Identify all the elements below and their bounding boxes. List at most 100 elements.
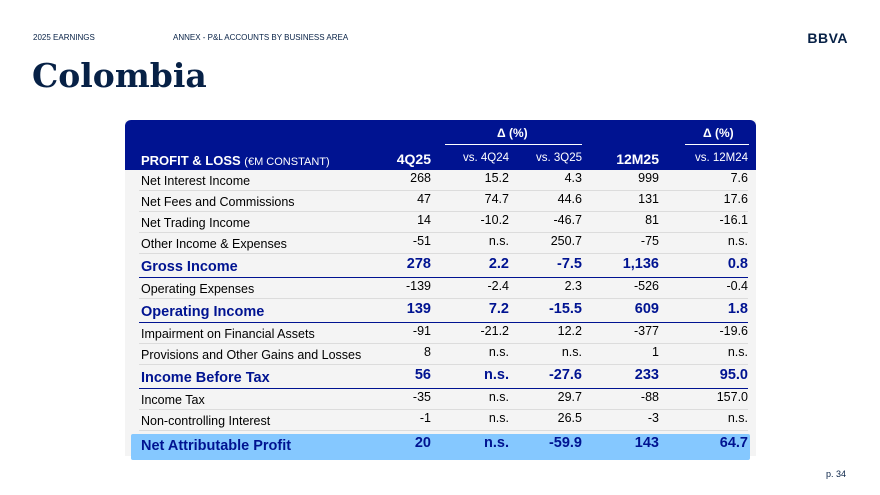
row-label: Gross Income [141,259,238,275]
pl-table: Δ (%) Δ (%) PROFIT & LOSS (€M CONSTANT) … [125,120,756,460]
row-divider [139,298,748,299]
row-value: 17.6 [723,192,748,206]
row-value: -1 [419,411,431,425]
row-divider [139,364,748,365]
row-value: 1 [652,345,659,359]
col-header-vs-4q24: vs. 4Q24 [462,152,509,164]
table-row: Operating Income 139 7.2 -15.5 609 1.8 [125,299,756,323]
row-value: -88 [640,390,659,404]
col-header-vs-3q25: vs. 3Q25 [535,152,582,164]
table-row: Net Trading Income 14 -10.2 -46.7 81 -16.1 [125,212,756,233]
row-divider [139,211,748,212]
row-divider [139,276,748,278]
row-value: n.s. [488,234,509,248]
row-value: 139 [406,301,431,317]
row-value: -139 [405,279,431,293]
row-value: -51 [412,234,431,248]
row-label: Net Trading Income [141,216,251,230]
row-value: 7.2 [488,301,509,317]
row-value: n.s. [727,234,748,248]
delta-label-quarter: Δ (%) [497,126,528,140]
row-value: -21.2 [480,324,510,338]
row-divider [139,321,748,323]
table-row: Operating Expenses -139 -2.4 2.3 -526 -0.4 [125,278,756,299]
row-label: Operating Expenses [141,282,255,296]
row-value: 64.7 [719,435,748,451]
table-row: Non-controlling Interest -1 n.s. 26.5 -3 n.s. [125,410,756,431]
row-value: 609 [634,301,659,317]
table-row: Net Attributable Profit 20 n.s. -59.9 143 64.… [131,434,750,460]
top-bar: 2025 EARNINGS ANNEX - P&L ACCOUNTS BY BU… [33,33,348,42]
row-label: Other Income & Expenses [141,237,287,251]
row-label: Net Fees and Commissions [141,195,295,209]
page-title: Colombia [32,56,207,95]
row-value: 29.7 [557,390,582,404]
table-row: Income Before Tax 56 n.s. -27.6 233 95.0 [125,365,756,389]
row-value: -27.6 [548,367,582,383]
row-value: n.s. [488,345,509,359]
row-value: -3 [647,411,659,425]
row-value: -7.5 [557,256,582,272]
row-value: 4.3 [564,171,582,185]
report-label: 2025 EARNINGS [33,33,95,42]
row-value: -15.5 [548,301,582,317]
row-value: -16.1 [719,213,749,227]
row-value: 131 [638,192,659,206]
row-value: -10.2 [480,213,510,227]
table-row: Gross Income 278 2.2 -7.5 1,136 0.8 [125,254,756,278]
row-value: 44.6 [557,192,582,206]
row-value: 56 [414,367,431,383]
row-value: -46.7 [553,213,583,227]
page-number: p. 34 [825,469,846,479]
row-value: 1,136 [622,256,659,272]
row-value: 26.5 [557,411,582,425]
row-value: -75 [640,234,659,248]
row-label: Income Tax [141,393,205,407]
delta-underline-annual [685,144,749,145]
table-header: Δ (%) Δ (%) PROFIT & LOSS (€M CONSTANT) … [125,120,756,170]
row-value: 278 [406,256,431,272]
bbva-logo: BBVA [807,30,848,46]
row-label: Non-controlling Interest [141,414,271,428]
table-row: Net Fees and Commissions 47 74.7 44.6 131 17.… [125,191,756,212]
row-value: 81 [645,213,659,227]
row-value: 7.6 [730,171,748,185]
delta-underline-quarter [445,144,582,145]
row-value: 95.0 [719,367,748,383]
row-label: Provisions and Other Gains and Losses [141,348,362,362]
row-value: n.s. [488,390,509,404]
row-value: -0.4 [726,279,748,293]
row-value: 157.0 [716,390,748,404]
row-value: 8 [424,345,431,359]
row-value: 14 [417,213,431,227]
row-value: 1.8 [727,301,748,317]
row-value: n.s. [484,367,509,383]
row-value: 143 [634,435,659,451]
table-row: Other Income & Expenses -51 n.s. 250.7 -75 n.… [125,233,756,254]
row-value: -59.9 [548,435,582,451]
row-label: Net Attributable Profit [141,438,292,454]
row-divider [139,387,748,389]
row-value: -19.6 [719,324,749,338]
row-value: 12.2 [557,324,582,338]
row-divider [139,409,748,410]
row-value: -526 [633,279,659,293]
row-value: 47 [417,192,431,206]
row-value: -35 [412,390,431,404]
row-value: 0.8 [727,256,748,272]
row-value: 999 [638,171,659,185]
row-value: 20 [414,435,431,451]
section-label: ANNEX - P&L ACCOUNTS BY BUSINESS AREA [173,33,349,42]
row-divider [139,430,748,431]
row-divider [139,253,748,254]
table-row: Income Tax -35 n.s. 29.7 -88 157.0 [125,389,756,410]
row-value: 74.7 [484,192,509,206]
row-value: 2.2 [488,256,509,272]
row-divider [139,343,748,344]
row-label: Operating Income [141,304,265,320]
row-value: 15.2 [484,171,509,185]
row-label: Income Before Tax [141,370,270,386]
row-value: 268 [410,171,431,185]
table-row: Net Interest Income 268 15.2 4.3 999 7.6 [125,170,756,191]
col-header-vs-12m24: vs. 12M24 [694,152,748,164]
